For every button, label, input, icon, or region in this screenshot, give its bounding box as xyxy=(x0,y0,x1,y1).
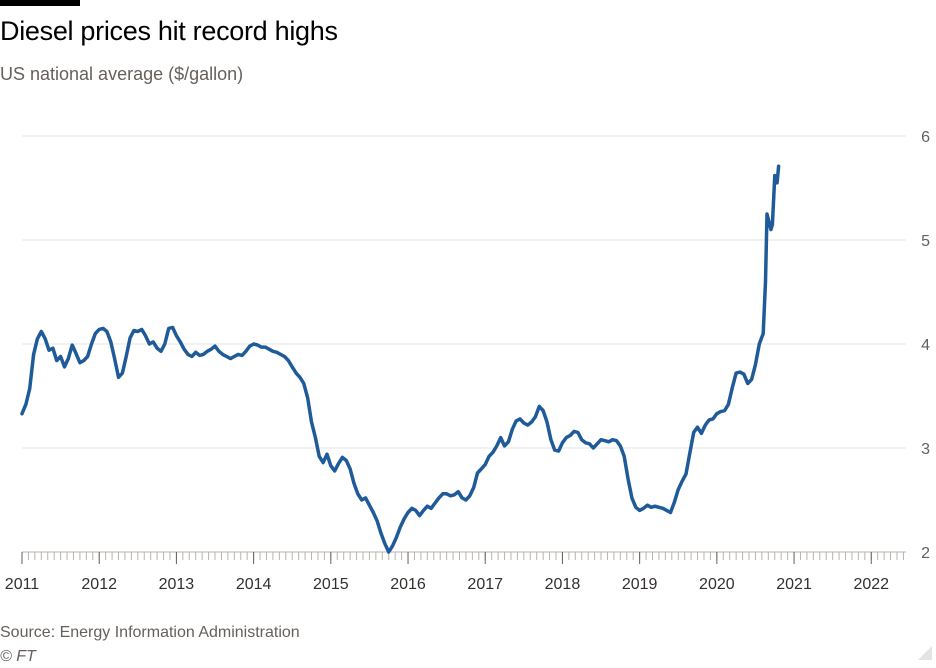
x-tick-label-2011: 2011 xyxy=(5,576,40,593)
source-note: Source: Energy Information Administratio… xyxy=(0,624,300,641)
copyright-credit: © FT xyxy=(0,648,36,665)
x-tick-label-2016: 2016 xyxy=(390,576,426,593)
x-tick-label-2022: 2022 xyxy=(853,576,889,593)
y-tick-label-4: 4 xyxy=(921,337,930,354)
x-tick-label-2015: 2015 xyxy=(313,576,349,593)
x-tick-label-2014: 2014 xyxy=(236,576,272,593)
x-tick-label-2013: 2013 xyxy=(159,576,195,593)
chart-subtitle: US national average ($/gallon) xyxy=(0,64,244,84)
x-tick-label-2017: 2017 xyxy=(467,576,503,593)
y-tick-label-5: 5 xyxy=(921,233,930,250)
corner-fold-icon xyxy=(918,646,932,660)
x-tick-label-2020: 2020 xyxy=(699,576,735,593)
x-tick-label-2018: 2018 xyxy=(545,576,581,593)
ft-brand-bar xyxy=(0,0,80,6)
x-tick-label-2021: 2021 xyxy=(776,576,812,593)
y-tick-label-2: 2 xyxy=(921,545,930,562)
x-tick-label-2019: 2019 xyxy=(622,576,658,593)
y-tick-label-6: 6 xyxy=(921,129,930,146)
chart-title: Diesel prices hit record highs xyxy=(0,16,338,46)
series-line-0 xyxy=(20,164,781,554)
y-tick-label-3: 3 xyxy=(921,441,930,458)
x-tick-label-2012: 2012 xyxy=(81,576,117,593)
